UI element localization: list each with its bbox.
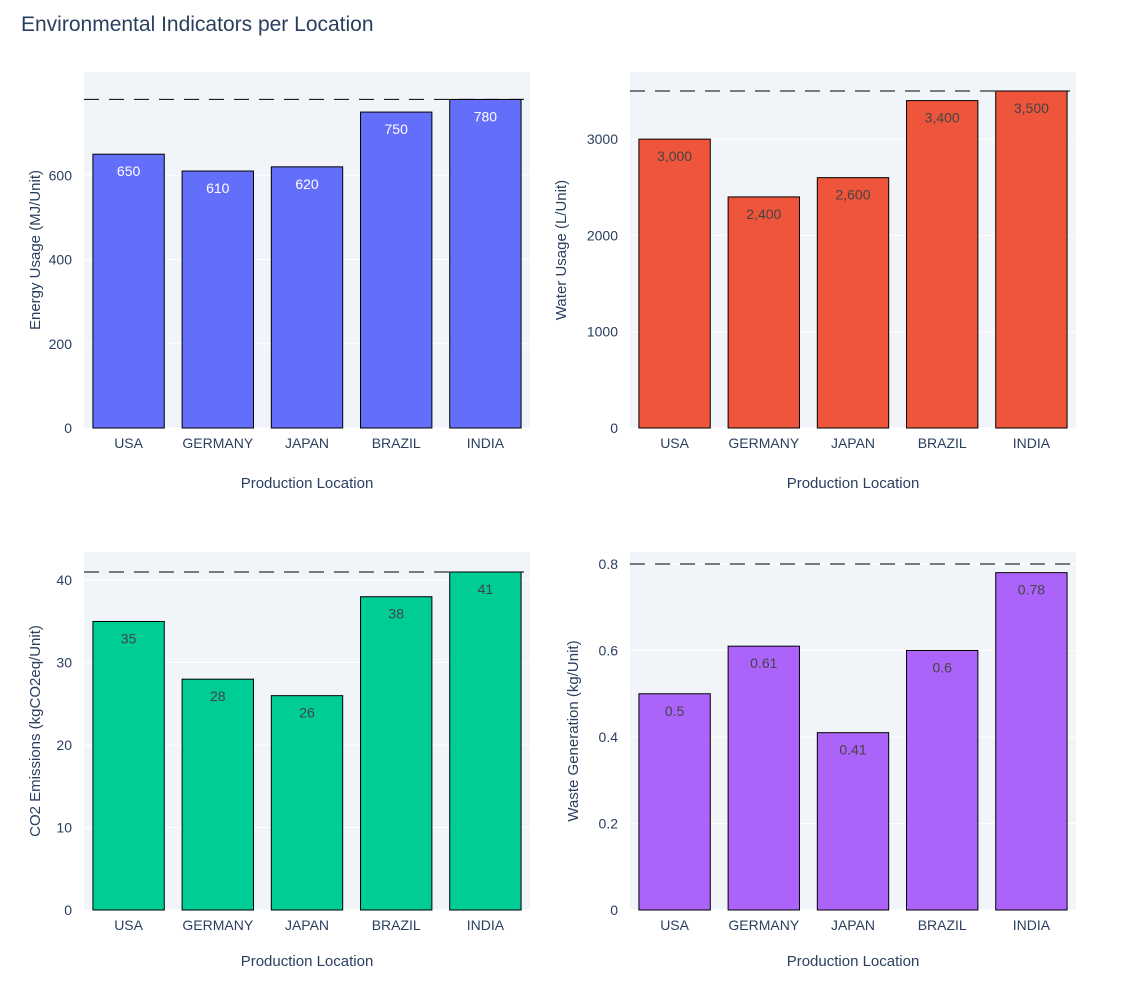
bar-data-label: 3,400 [925, 110, 960, 126]
x-axis-title: Production Location [787, 475, 920, 492]
bar [449, 98, 522, 429]
subplot-3: 0 10 20 30 40 35 USA 28 GERMANY 26 JAPAN 38 BRAZIL 41… [27, 552, 530, 970]
y-tick-label: 40 [56, 572, 72, 588]
y-tick-label: 200 [49, 336, 73, 352]
x-tick-label: GERMANY [182, 917, 253, 933]
x-tick-label: BRAZIL [372, 917, 421, 933]
x-axis-title: Production Location [787, 953, 920, 970]
bar [638, 693, 711, 911]
y-tick-label: 10 [56, 820, 72, 836]
bar [638, 138, 711, 429]
bar-data-label: 780 [474, 108, 498, 124]
bar [92, 620, 165, 911]
y-tick-label: 0.8 [599, 556, 619, 572]
y-axis-title: Water Usage (L/Unit) [553, 180, 570, 320]
y-tick-label: 600 [49, 167, 73, 183]
y-tick-label: 3000 [587, 131, 618, 147]
bar [92, 153, 165, 429]
bar [906, 100, 979, 429]
bar-data-label: 26 [299, 705, 315, 721]
y-axis-title: Energy Usage (MJ/Unit) [27, 170, 44, 330]
bar [360, 111, 433, 429]
bar [727, 645, 800, 911]
x-tick-label: JAPAN [285, 435, 329, 451]
subplot-2: 0 1000 2000 3000 3,000 USA 2,400 GERMANY 2,600 JA… [553, 72, 1076, 492]
bar [727, 196, 800, 429]
x-tick-label: USA [660, 435, 689, 451]
bar [906, 650, 979, 911]
bar-data-label: 3,500 [1014, 100, 1049, 116]
x-tick-label: BRAZIL [918, 917, 967, 933]
x-tick-label: BRAZIL [372, 435, 421, 451]
bar-data-label: 2,400 [746, 206, 781, 222]
y-tick-label: 30 [56, 655, 72, 671]
bar [449, 571, 522, 911]
y-tick-label: 1000 [587, 324, 618, 340]
y-tick-label: 400 [49, 252, 73, 268]
subplot-1: 0 200 400 600 650 USA 610 GERMANY 620 JAPAN 750 BRA… [27, 72, 530, 492]
bar-data-label: 38 [388, 606, 404, 622]
bar [181, 170, 254, 429]
bar [181, 678, 254, 911]
x-tick-label: INDIA [467, 435, 505, 451]
bar [995, 572, 1068, 911]
x-tick-label: JAPAN [285, 917, 329, 933]
bar [360, 596, 433, 911]
bar [270, 166, 344, 429]
x-tick-label: INDIA [1013, 435, 1051, 451]
y-tick-label: 0 [64, 902, 72, 918]
bar [816, 177, 890, 429]
bar-data-label: 0.78 [1018, 582, 1045, 598]
x-tick-label: USA [114, 435, 143, 451]
x-tick-label: JAPAN [831, 435, 875, 451]
y-tick-label: 0 [610, 902, 618, 918]
bar-data-label: 2,600 [835, 187, 870, 203]
y-tick-label: 0.2 [599, 816, 619, 832]
y-tick-label: 0 [610, 420, 618, 436]
bar-data-label: 35 [121, 630, 137, 646]
y-tick-label: 2000 [587, 227, 618, 243]
subplot-4: 0 0.2 0.4 0.6 0.8 0.5 USA 0.61 GERMANY 0.41 JAPAN 0… [565, 552, 1076, 970]
bar-data-label: 620 [295, 176, 319, 192]
x-tick-label: INDIA [467, 917, 505, 933]
bar-data-label: 41 [478, 581, 494, 597]
bar [995, 90, 1068, 429]
bar-data-label: 28 [210, 688, 226, 704]
bar-data-label: 750 [385, 121, 409, 137]
x-tick-label: INDIA [1013, 917, 1051, 933]
x-tick-label: GERMANY [728, 917, 799, 933]
x-axis-title: Production Location [241, 475, 374, 492]
bar-data-label: 0.41 [839, 742, 866, 758]
x-tick-label: BRAZIL [918, 435, 967, 451]
bar-data-label: 0.6 [932, 660, 952, 676]
x-tick-label: GERMANY [182, 435, 253, 451]
bar-data-label: 0.5 [665, 703, 685, 719]
x-axis-title: Production Location [241, 953, 374, 970]
y-tick-label: 20 [56, 737, 72, 753]
x-tick-label: GERMANY [728, 435, 799, 451]
x-tick-label: USA [660, 917, 689, 933]
y-tick-label: 0 [64, 420, 72, 436]
figure-title: Environmental Indicators per Location [21, 13, 374, 36]
bar-data-label: 0.61 [750, 655, 777, 671]
bar [816, 732, 890, 911]
bar-data-label: 610 [206, 180, 230, 196]
y-tick-label: 0.4 [599, 729, 619, 745]
y-axis-title: CO2 Emissions (kgCO2eq/Unit) [27, 625, 44, 837]
x-tick-label: JAPAN [831, 917, 875, 933]
bar-data-label: 650 [117, 163, 141, 179]
y-tick-label: 0.6 [599, 643, 619, 659]
bar [270, 695, 344, 911]
bar-data-label: 3,000 [657, 148, 692, 164]
y-axis-title: Waste Generation (kg/Unit) [565, 640, 582, 821]
x-tick-label: USA [114, 917, 143, 933]
